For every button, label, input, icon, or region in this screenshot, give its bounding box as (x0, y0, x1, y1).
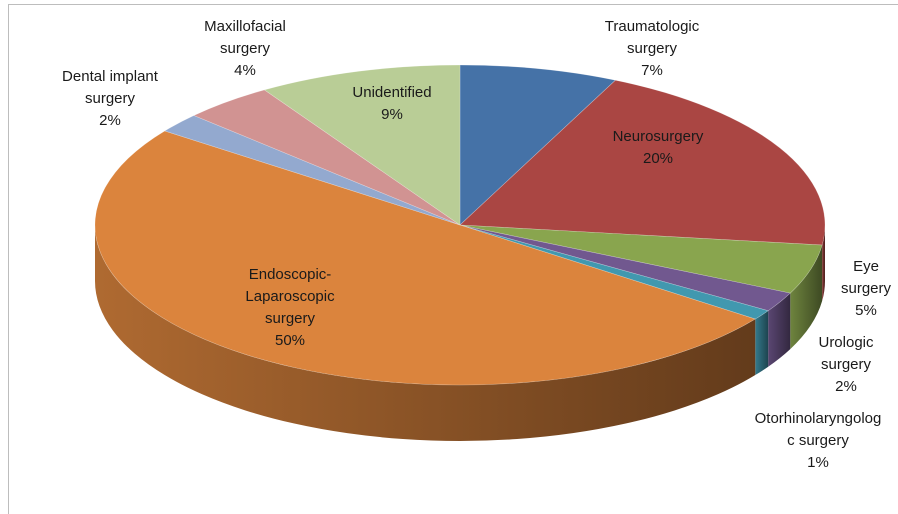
category-name: Traumatologic surgery (604, 18, 700, 57)
value-label: 5% (855, 302, 877, 319)
slice (163, 115, 461, 226)
slice-side (768, 293, 791, 367)
category-name: Neurosurgery (612, 128, 704, 145)
value-label: 2% (835, 378, 857, 395)
category-name: Maxillofacial surgery (204, 18, 286, 57)
slice (263, 64, 461, 226)
value-label: 7% (641, 62, 663, 79)
slice-side (790, 245, 823, 350)
slice-label: Traumatologic surgery 7% (605, 16, 699, 82)
category-name: Urologic surgery (818, 334, 874, 373)
slice (459, 224, 769, 320)
value-label: 4% (234, 62, 256, 79)
value-label: 9% (381, 106, 403, 123)
slice-side (94, 225, 756, 442)
slice (459, 79, 826, 246)
slice-label: Eye surgery 5% (841, 256, 891, 322)
slice-side (822, 225, 825, 302)
slice-label: Neurosurgery 20% (613, 126, 704, 170)
category-name: Otorhinolaryngolog c surgery (754, 410, 882, 449)
slice-label: Unidentified 9% (352, 82, 431, 126)
category-name: Unidentified (352, 84, 432, 101)
slice-label: Endoscopic- Laparoscopic surgery 50% (245, 264, 334, 352)
slice (193, 89, 461, 226)
slice-label: Urologic surgery 2% (818, 332, 873, 398)
category-name: Eye surgery (840, 258, 892, 297)
chart-frame (8, 4, 898, 514)
slice (459, 64, 617, 226)
slice-label: Otorhinolaryngolog c surgery 1% (755, 408, 882, 474)
slice (459, 224, 823, 294)
slice-side (755, 310, 769, 376)
slice (459, 224, 791, 312)
value-label: 1% (807, 454, 829, 471)
slice (94, 130, 757, 386)
slice-label: Dental implant surgery 2% (62, 66, 158, 132)
category-name: Endoscopic- Laparoscopic surgery (245, 266, 335, 327)
slice-label: Maxillofacial surgery 4% (204, 16, 286, 82)
category-name: Dental implant surgery (62, 68, 158, 107)
value-label: 2% (99, 112, 121, 129)
value-label: 50% (274, 332, 306, 349)
value-label: 20% (642, 150, 674, 167)
